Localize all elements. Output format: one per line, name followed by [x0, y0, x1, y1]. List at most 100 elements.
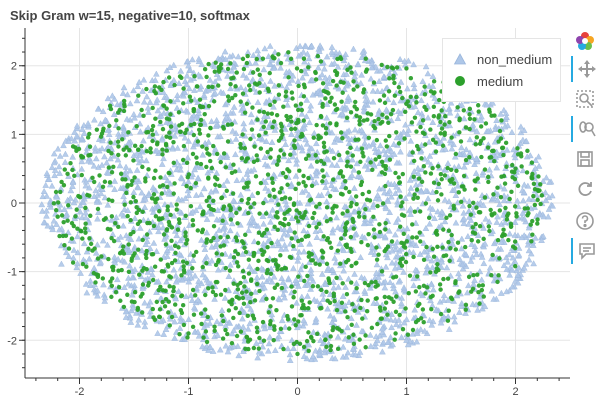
medium-point	[467, 106, 473, 112]
medium-point	[333, 68, 338, 74]
medium-point	[499, 118, 504, 123]
medium-point	[354, 106, 360, 112]
medium-point	[248, 299, 253, 305]
reset-icon[interactable]	[571, 176, 599, 202]
medium-point	[445, 318, 451, 323]
non-medium-point	[239, 176, 247, 183]
medium-point	[423, 201, 429, 206]
medium-point	[363, 333, 368, 338]
medium-point	[133, 198, 139, 204]
medium-point	[345, 159, 350, 164]
medium-point	[156, 217, 162, 222]
non-medium-point	[382, 263, 390, 270]
medium-point	[334, 275, 339, 281]
legend-item-non-medium: non_medium	[453, 49, 552, 69]
medium-point	[536, 174, 541, 179]
medium-point	[410, 327, 416, 333]
medium-point	[73, 214, 78, 219]
non-medium-point	[525, 247, 533, 254]
medium-point	[263, 119, 268, 124]
medium-point	[266, 258, 271, 264]
non-medium-point	[212, 187, 220, 194]
non-medium-point	[413, 338, 421, 345]
wheel-zoom-icon[interactable]	[571, 116, 600, 142]
medium-point	[323, 96, 328, 101]
non-medium-point	[140, 76, 148, 83]
medium-point	[200, 264, 205, 270]
medium-point	[366, 135, 372, 141]
medium-point	[53, 189, 59, 195]
non-medium-point	[438, 263, 445, 270]
medium-point	[148, 146, 153, 151]
non-medium-point	[351, 184, 358, 191]
medium-point	[239, 156, 245, 161]
medium-point	[58, 189, 63, 195]
medium-point	[248, 205, 253, 210]
medium-point	[348, 234, 354, 240]
medium-point	[296, 83, 301, 89]
medium-point	[356, 170, 362, 175]
medium-point	[292, 317, 297, 322]
medium-point	[327, 99, 333, 104]
medium-point	[364, 67, 370, 72]
medium-point	[188, 185, 193, 191]
medium-point	[158, 175, 163, 180]
help-icon[interactable]	[571, 208, 599, 234]
medium-point	[392, 93, 398, 98]
non-medium-point	[493, 116, 500, 123]
non-medium-point	[265, 123, 272, 130]
medium-point	[191, 312, 197, 317]
non-medium-point	[361, 287, 368, 294]
pan-icon[interactable]	[571, 56, 600, 82]
medium-point	[343, 186, 349, 191]
non-medium-point	[95, 208, 102, 215]
medium-point	[382, 294, 388, 300]
medium-point	[389, 239, 395, 244]
medium-point	[489, 155, 494, 160]
non-medium-point	[253, 274, 261, 281]
medium-point	[438, 287, 443, 292]
medium-point	[249, 291, 254, 296]
medium-point	[356, 210, 362, 216]
medium-point	[390, 107, 396, 113]
medium-point	[122, 104, 127, 109]
medium-point	[324, 205, 330, 210]
non-medium-point	[472, 169, 480, 176]
non-medium-point	[99, 237, 107, 244]
medium-point	[391, 275, 396, 280]
medium-point	[366, 189, 372, 195]
medium-point	[359, 179, 365, 185]
medium-point	[198, 122, 204, 127]
medium-point	[479, 154, 484, 160]
medium-point	[474, 205, 479, 210]
non-medium-point	[224, 348, 232, 355]
medium-point	[164, 228, 169, 233]
medium-point	[167, 284, 172, 289]
medium-point	[391, 73, 396, 79]
medium-point	[223, 265, 228, 271]
medium-point	[344, 115, 350, 120]
medium-point	[380, 112, 385, 117]
non-medium-point	[97, 190, 105, 197]
medium-point	[225, 122, 231, 127]
medium-point	[258, 146, 264, 151]
medium-point	[387, 133, 392, 139]
non-medium-point	[237, 84, 245, 91]
medium-point	[265, 267, 270, 273]
medium-point	[316, 221, 322, 227]
save-icon[interactable]	[571, 146, 599, 172]
non-medium-point	[69, 153, 77, 160]
bokeh-logo-icon[interactable]	[571, 28, 599, 54]
box-zoom-icon[interactable]	[571, 86, 599, 112]
medium-point	[118, 171, 124, 176]
medium-point	[211, 99, 217, 104]
non-medium-point	[302, 187, 309, 194]
medium-point	[331, 177, 336, 182]
non-medium-point	[175, 287, 182, 295]
medium-point	[154, 299, 160, 305]
medium-point	[285, 182, 290, 187]
hover-icon[interactable]	[571, 238, 600, 264]
medium-point	[171, 285, 176, 290]
medium-point	[314, 122, 319, 128]
